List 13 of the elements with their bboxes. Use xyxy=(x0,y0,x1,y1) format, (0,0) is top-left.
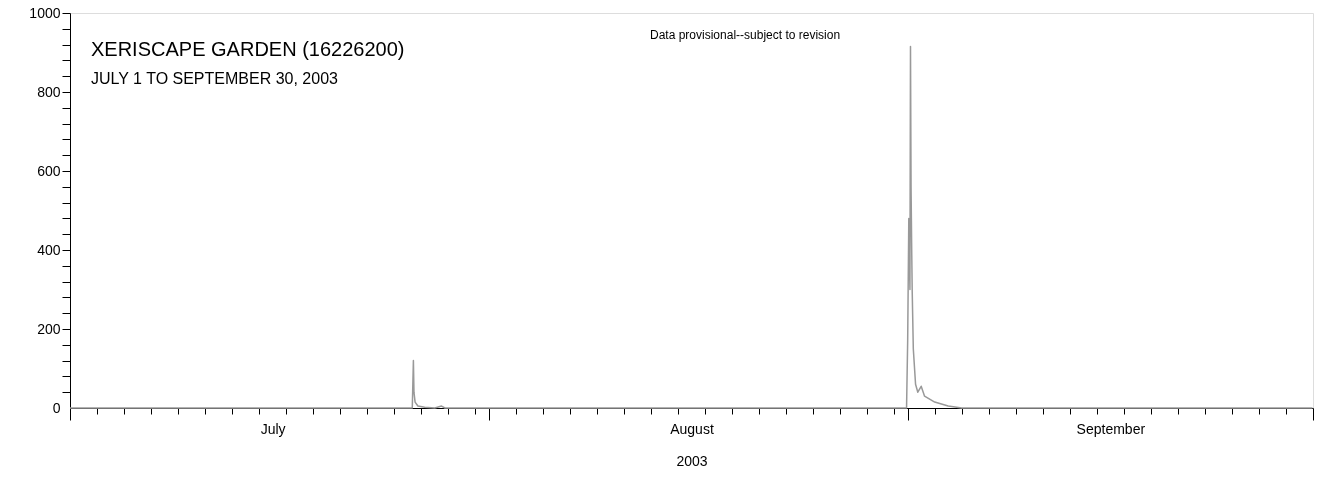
y-tick-label: 1000 xyxy=(29,4,61,21)
x-tick-label: August xyxy=(670,420,714,437)
x-tick-label: September xyxy=(1076,420,1146,437)
y-tick-label: 0 xyxy=(52,399,61,416)
x-axis-title: 2003 xyxy=(676,452,708,469)
text: XERISCAPE GARDEN (16226200) xyxy=(91,38,405,60)
y-tick-label: 800 xyxy=(37,83,61,100)
annotation: Data provisional--subject to revision xyxy=(650,28,841,42)
y-tick-label: 600 xyxy=(37,162,61,179)
y-tick-label: 400 xyxy=(37,241,61,258)
x-tick-label: July xyxy=(260,420,286,437)
y-tick-label: 200 xyxy=(37,320,61,337)
text: JULY 1 TO SEPTEMBER 30, 2003 xyxy=(91,70,339,87)
